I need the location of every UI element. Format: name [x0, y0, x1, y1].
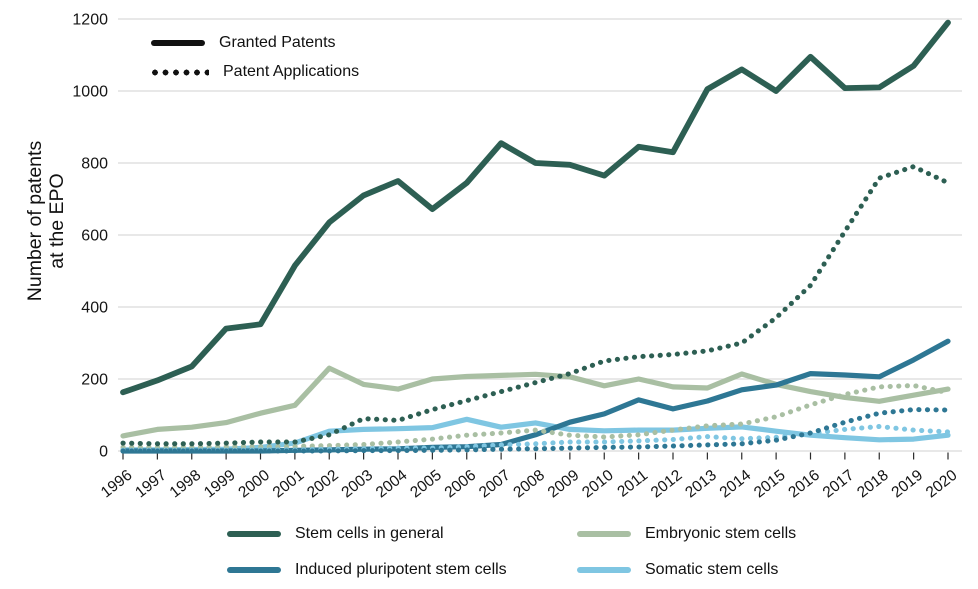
- series-legend: Stem cells in general Embryonic stem cel…: [227, 521, 796, 583]
- y-tick-label-200: 200: [81, 372, 108, 389]
- x-tick-label-2004: 2004: [373, 467, 411, 502]
- y-axis-title-line1: Number of patents: [24, 140, 46, 302]
- x-tick-label-2001: 2001: [270, 467, 308, 502]
- embryonic-stem-cells-granted-line: [120, 365, 951, 439]
- legend-embryonic-stem-cells: Embryonic stem cells: [577, 521, 796, 547]
- stem-cells-in-general-granted-line: [120, 19, 951, 396]
- embryonic-stem-cells-applications-line: [120, 383, 951, 450]
- x-tick-label-2014: 2014: [717, 467, 755, 502]
- x-tick-label-2000: 2000: [235, 467, 273, 502]
- patent-applications-label: Patent Applications: [223, 63, 360, 80]
- x-tick-label-2019: 2019: [888, 467, 926, 502]
- x-tick-label-2017: 2017: [820, 467, 858, 502]
- legend-patent-applications: Patent Applications: [151, 60, 359, 84]
- somatic-stem-cells-swatch: [577, 566, 631, 574]
- y-tick-label-1000: 1000: [72, 84, 108, 101]
- x-tick-label-2018: 2018: [854, 467, 892, 502]
- legend-induced-pluripotent-stem-cells: Induced pluripotent stem cells: [227, 557, 577, 583]
- induced-pluripotent-stem-cells-label: Induced pluripotent stem cells: [295, 561, 507, 578]
- y-tick-label-800: 800: [81, 156, 108, 173]
- stem-cells-in-general-swatch: [227, 530, 281, 538]
- y-tick-label-1200: 1200: [72, 12, 108, 29]
- x-tick-label-2010: 2010: [579, 467, 617, 502]
- x-tick-label-2009: 2009: [545, 467, 583, 502]
- x-tick-label-2007: 2007: [476, 467, 514, 502]
- line-style-legend: Granted Patents Patent Applications: [151, 31, 359, 89]
- dotted-line-swatch: [151, 68, 209, 76]
- legend-granted-patents: Granted Patents: [151, 31, 359, 55]
- x-tick-label-2003: 2003: [338, 467, 376, 502]
- y-tick-label-600: 600: [81, 228, 108, 245]
- y-tick-label-400: 400: [81, 300, 108, 317]
- x-tick-label-2011: 2011: [614, 467, 651, 501]
- y-tick-label-0: 0: [99, 444, 108, 461]
- x-tick-label-2020: 2020: [923, 467, 961, 502]
- legend-stem-cells-in-general: Stem cells in general: [227, 521, 577, 547]
- induced-pluripotent-stem-cells-swatch: [227, 566, 281, 574]
- stem-cells-in-general-label: Stem cells in general: [295, 525, 444, 542]
- solid-line-swatch: [151, 39, 205, 47]
- x-tick-label-2015: 2015: [751, 467, 789, 502]
- x-tick-label-2005: 2005: [407, 467, 445, 502]
- x-tick-label-2002: 2002: [304, 467, 342, 502]
- induced-pluripotent-stem-cells-applications-line: [120, 407, 951, 454]
- granted-patents-label: Granted Patents: [219, 34, 336, 51]
- x-tick-label-1999: 1999: [201, 467, 239, 502]
- y-axis-title-line2: at the EPO: [46, 173, 68, 269]
- x-tick-label-1997: 1997: [132, 467, 170, 502]
- x-tick-label-2008: 2008: [510, 467, 548, 502]
- embryonic-stem-cells-label: Embryonic stem cells: [645, 525, 797, 542]
- x-tick-label-2006: 2006: [442, 467, 480, 502]
- x-tick-label-2013: 2013: [682, 467, 720, 502]
- x-tick-label-1998: 1998: [167, 467, 205, 502]
- legend-somatic-stem-cells: Somatic stem cells: [577, 557, 796, 583]
- x-tick-label-1996: 1996: [98, 467, 136, 502]
- somatic-stem-cells-label: Somatic stem cells: [645, 561, 779, 578]
- stem-cells-in-general-applications-line: [120, 164, 951, 447]
- embryonic-stem-cells-swatch: [577, 530, 631, 538]
- x-tick-label-2016: 2016: [785, 467, 823, 502]
- x-tick-label-2012: 2012: [648, 467, 686, 502]
- y-axis-title: Number of patents at the EPO: [24, 91, 68, 351]
